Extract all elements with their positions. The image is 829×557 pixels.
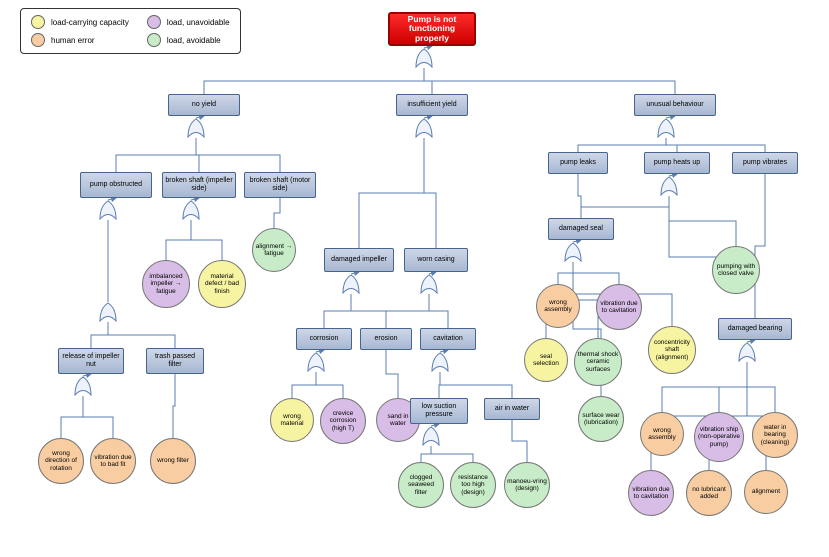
event-node: pump leaks <box>548 152 608 174</box>
cause-node: wrong direction of rotation <box>38 438 84 484</box>
cause-node: vibration ship (non-operative pump) <box>694 412 744 462</box>
event-node: release of impeller nut <box>58 348 124 374</box>
legend-swatch <box>147 15 161 29</box>
or-gate <box>415 48 433 70</box>
cause-node: concentricity shaft (alignment) <box>648 326 696 374</box>
legend-label: load-carrying capacity <box>51 18 129 27</box>
or-gate <box>431 352 449 374</box>
cause-node: resistance too high (design) <box>450 462 496 508</box>
cause-node: vibration due to cavitation <box>596 284 642 330</box>
cause-node: thermal shock ceramic surfaces <box>574 338 622 386</box>
cause-node: water in bearing (cleaning) <box>752 412 798 458</box>
legend-item: load, unavoidable <box>147 15 230 29</box>
or-gate <box>738 342 756 364</box>
or-gate <box>187 118 205 140</box>
cause-node: vibration due to cavitation <box>628 470 674 516</box>
legend-item: load-carrying capacity <box>31 15 129 29</box>
legend-swatch <box>147 33 161 47</box>
legend-swatch <box>31 15 45 29</box>
or-gate <box>660 176 678 198</box>
fault-tree-diagram: load-carrying capacity load, unavoidable… <box>0 0 829 557</box>
legend: load-carrying capacity load, unavoidable… <box>20 8 241 54</box>
event-node: broken shaft (impeller side) <box>162 172 236 198</box>
or-gate <box>415 118 433 140</box>
event-node: broken shaft (motor side) <box>244 172 316 198</box>
event-node: no yield <box>168 94 240 116</box>
or-gate <box>99 200 117 222</box>
or-gate <box>564 242 582 264</box>
legend-item: human error <box>31 33 129 47</box>
legend-item: load, avoidable <box>147 33 230 47</box>
event-node: low suction pressure <box>410 398 468 424</box>
cause-node: no lubricant added <box>686 470 732 516</box>
or-gate <box>74 376 92 398</box>
cause-node: wrong filter <box>150 438 196 484</box>
cause-node: clogged seaweed filter <box>398 462 444 508</box>
legend-label: human error <box>51 36 95 45</box>
cause-node: alignment → fatigue <box>252 228 296 272</box>
or-gate <box>99 302 117 324</box>
event-node: pump heats up <box>644 152 710 174</box>
event-node: erosion <box>360 328 412 350</box>
cause-node: vibration due to bad fit <box>90 438 136 484</box>
event-node: worn casing <box>404 248 468 272</box>
legend-swatch <box>31 33 45 47</box>
event-node: damaged bearing <box>718 318 792 340</box>
event-node: corrosion <box>296 328 352 350</box>
legend-label: load, avoidable <box>167 36 221 45</box>
cause-node: wrong assembly <box>640 412 684 456</box>
or-gate <box>342 274 360 296</box>
legend-label: load, unavoidable <box>167 18 230 27</box>
cause-node: material defect / bad finish <box>198 260 246 308</box>
event-node: damaged impeller <box>324 248 394 272</box>
cause-node: wrong assembly <box>536 284 580 328</box>
cause-node: seal selection <box>524 338 568 382</box>
or-gate <box>422 426 440 448</box>
event-node: damaged seal <box>548 218 614 240</box>
cause-node: pumping with closed valve <box>712 246 760 294</box>
cause-node: surface wear (lubrication) <box>578 396 624 442</box>
or-gate <box>657 118 675 140</box>
event-node: trash passed filter <box>146 348 204 374</box>
event-node: insufficient yield <box>396 94 468 116</box>
cause-node: manoeu-vring (design) <box>504 462 550 508</box>
event-node: pump obstructed <box>80 172 152 198</box>
cause-node: wrong material <box>270 398 314 442</box>
cause-node: alignment <box>744 470 788 514</box>
cause-node: imbalanced impeller → fatigue <box>142 260 190 308</box>
event-node: cavitation <box>420 328 476 350</box>
event-node: pump vibrates <box>732 152 798 174</box>
event-node: Pump is not functioning properly <box>388 12 476 46</box>
or-gate <box>307 352 325 374</box>
or-gate <box>182 200 200 222</box>
or-gate <box>420 274 438 296</box>
cause-node: crevice corrosion (high T) <box>320 398 366 444</box>
event-node: air in water <box>484 398 540 420</box>
event-node: unusual behaviour <box>634 94 716 116</box>
